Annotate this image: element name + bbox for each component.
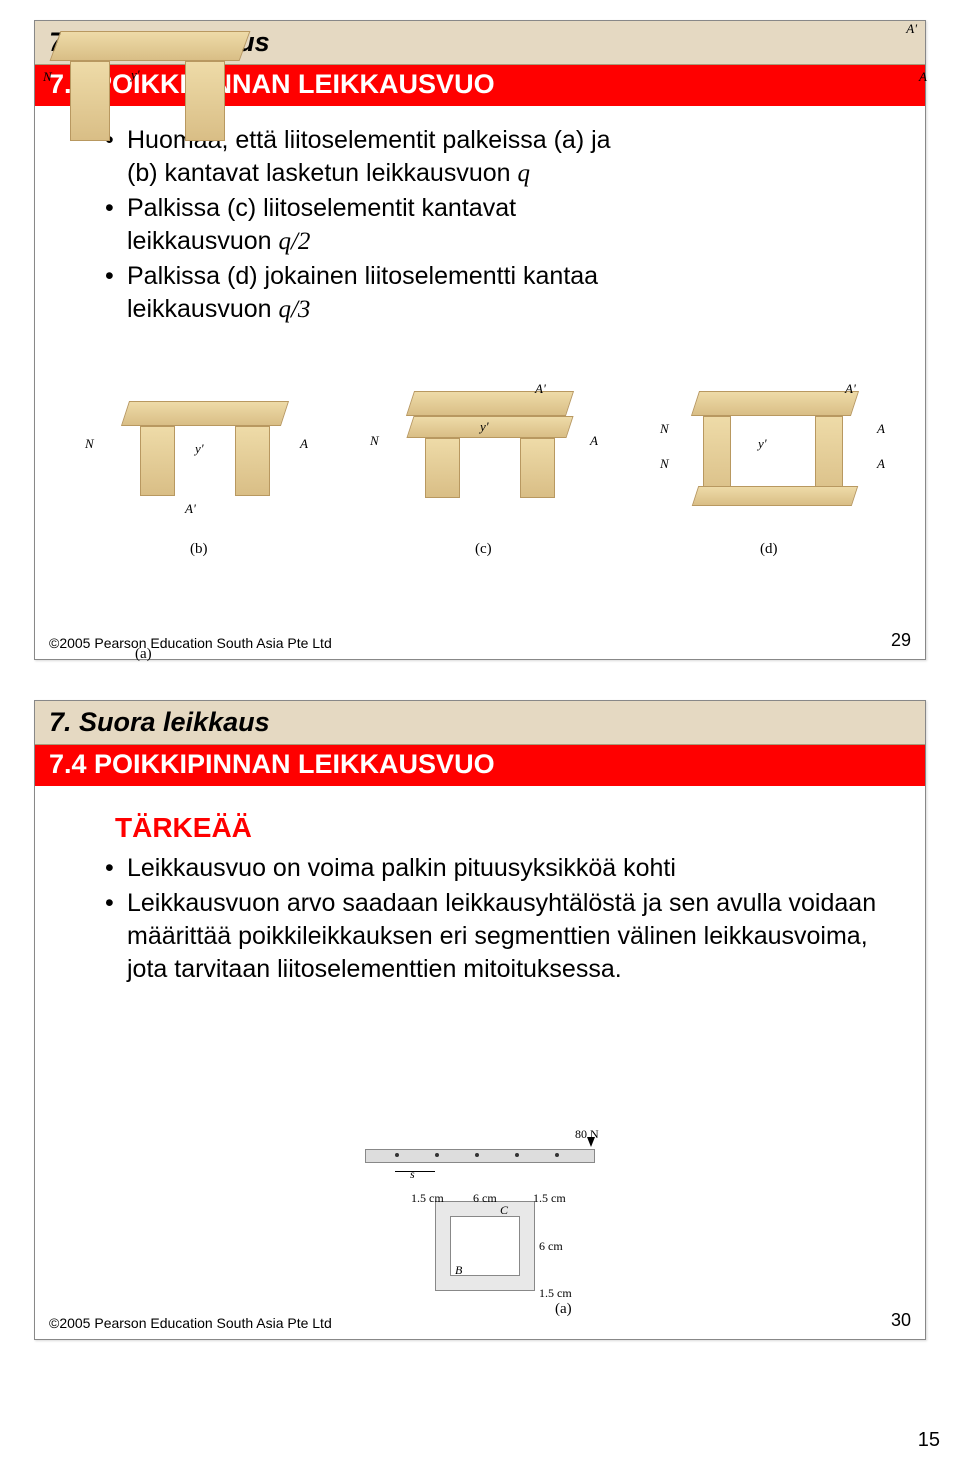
label-A-a: A — [919, 69, 927, 85]
slide-29: 7. Suora leikkaus 7.4 POIKKIPINNAN LEIKK… — [34, 20, 926, 660]
label-N-a: N — [43, 69, 52, 85]
bullet-3: Palkissa (d) jokainen liitoselementti ka… — [105, 260, 635, 326]
label-ybar-d: y' — [758, 436, 767, 452]
label-ybar-c: y' — [480, 419, 489, 435]
label-Aprime-d: A' — [845, 381, 856, 397]
copyright-text-2: ©2005 Pearson Education South Asia Pte L… — [49, 1315, 332, 1331]
label-N-c: N — [370, 433, 379, 449]
copyright-text: ©2005 Pearson Education South Asia Pte L… — [49, 635, 332, 651]
slide-content: Huomaa, että liitoselementit palkeissa (… — [35, 106, 925, 338]
dim-1_5-right: 1.5 cm — [533, 1191, 566, 1206]
dim-1_5-bottom: 1.5 cm — [539, 1286, 572, 1301]
label-N-b: N — [85, 436, 94, 452]
figure-row: N y' A A' (b) A' N y' A (c) A' N N y — [75, 381, 885, 611]
caption-d: (d) — [760, 541, 778, 558]
slide-footer-2: ©2005 Pearson Education South Asia Pte L… — [49, 1310, 911, 1331]
slide-number-2: 30 — [891, 1310, 911, 1331]
bullet-2: Palkissa (c) liitoselementit kantavat le… — [105, 192, 635, 258]
label-N-d1: N — [660, 421, 669, 437]
dim-6-top: 6 cm — [473, 1191, 497, 1206]
bullet-4: Leikkausvuo on voima palkin pituusyksikk… — [105, 852, 877, 885]
section-title-2: 7.4 POIKKIPINNAN LEIKKAUSVUO — [35, 745, 925, 786]
figure-d: A' N N y' A A (d) — [645, 381, 915, 581]
dim-1_5-left: 1.5 cm — [411, 1191, 444, 1206]
label-C: C — [500, 1203, 508, 1218]
label-B: B — [455, 1263, 462, 1278]
slide-content-2: TÄRKEÄÄ Leikkausvuo on voima palkin pitu… — [35, 786, 925, 998]
section-title: 7.4 POIKKIPINNAN LEIKKAUSVUO — [35, 65, 925, 106]
bullet-list-2: Leikkausvuo on voima palkin pituusyksikk… — [105, 852, 877, 986]
bullet-1-q: q — [518, 160, 531, 187]
bullet-3-text: Palkissa (d) jokainen liitoselementti ka… — [127, 262, 598, 323]
label-A-b: A — [300, 436, 308, 452]
slide-30: 7. Suora leikkaus 7.4 POIKKIPINNAN LEIKK… — [34, 700, 926, 1340]
label-A-prime-a: A' — [906, 21, 917, 37]
page-number: 15 — [918, 1429, 940, 1452]
label-Aprime-c: A' — [535, 381, 546, 397]
s-label: s — [410, 1167, 415, 1182]
label-A-c: A — [590, 433, 598, 449]
label-Aprime-b: A' — [185, 501, 196, 517]
slide-footer: ©2005 Pearson Education South Asia Pte L… — [49, 630, 911, 651]
figure-c: A' N y' A (c) — [360, 381, 630, 581]
beam-figure: 80 N s 1.5 cm 1.5 cm 6 cm 6 cm 1.5 cm C … — [355, 1131, 615, 1301]
label-N-d2: N — [660, 456, 669, 472]
bullet-4-text: Leikkausvuo on voima palkin pituusyksikk… — [127, 854, 676, 882]
caption-c: (c) — [475, 541, 492, 558]
bullet-5: Leikkausvuon arvo saadaan leikkausyhtälö… — [105, 887, 877, 986]
bullet-2-q: q/2 — [278, 228, 310, 255]
dim-6-side: 6 cm — [539, 1239, 563, 1254]
figure-b: N y' A A' (b) — [75, 381, 345, 581]
bullet-3-q: q/3 — [278, 296, 310, 323]
slide-number: 29 — [891, 630, 911, 651]
label-A-d2: A — [877, 456, 885, 472]
caption-b: (b) — [190, 541, 208, 558]
label-ybar-a: y' — [131, 67, 140, 83]
bullet-2-text: Palkissa (c) liitoselementit kantavat le… — [127, 194, 516, 255]
slide-title-bar-2: 7. Suora leikkaus 7.4 POIKKIPINNAN LEIKK… — [35, 701, 925, 786]
bullet-5-text: Leikkausvuon arvo saadaan leikkausyhtälö… — [127, 889, 876, 983]
bullet-list: Huomaa, että liitoselementit palkeissa (… — [105, 124, 635, 326]
label-A-d1: A — [877, 421, 885, 437]
label-ybar-b: y' — [195, 441, 204, 457]
important-heading: TÄRKEÄÄ — [115, 812, 877, 844]
chapter-title-2: 7. Suora leikkaus — [35, 701, 925, 745]
